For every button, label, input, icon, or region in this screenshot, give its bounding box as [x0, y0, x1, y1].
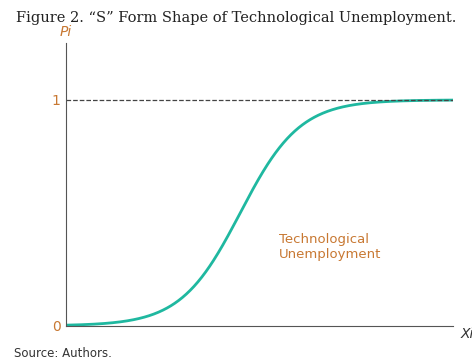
Text: Source: Authors.: Source: Authors. — [14, 347, 112, 360]
Text: Technological
Unemployment: Technological Unemployment — [279, 233, 381, 261]
Text: Xi: Xi — [461, 327, 472, 341]
Text: Figure 2. “S” Form Shape of Technological Unemployment.: Figure 2. “S” Form Shape of Technologica… — [16, 11, 456, 25]
Text: Pi: Pi — [60, 25, 72, 39]
